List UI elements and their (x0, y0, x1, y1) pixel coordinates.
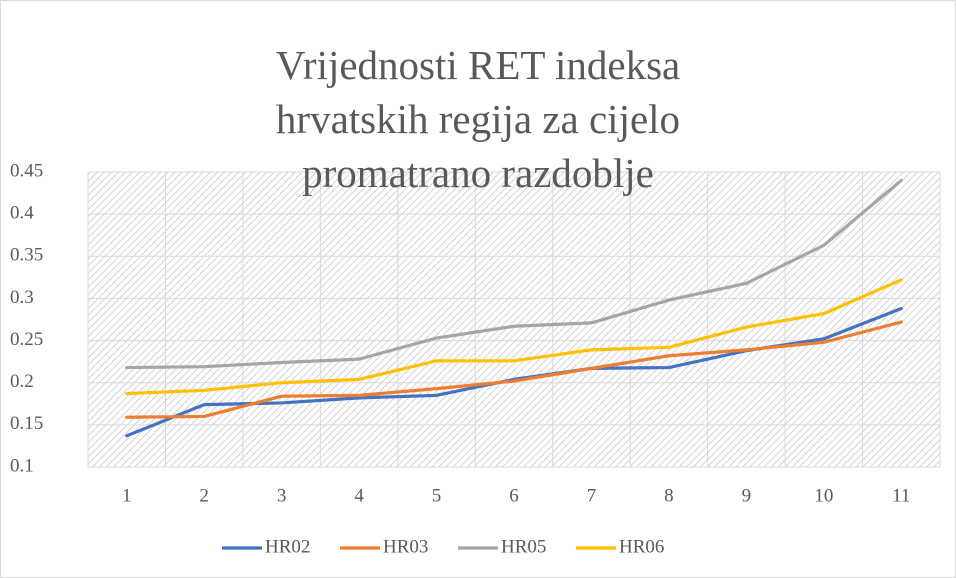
legend-label: HR06 (619, 536, 664, 557)
x-tick-label: 5 (432, 485, 442, 506)
y-tick-label: 0.4 (10, 203, 34, 224)
x-tick-label: 10 (814, 485, 833, 506)
legend-label: HR02 (265, 536, 310, 557)
x-tick-label: 8 (664, 485, 674, 506)
x-tick-label: 6 (509, 485, 519, 506)
x-tick-label: 9 (742, 485, 752, 506)
y-tick-label: 0.15 (10, 413, 43, 434)
chart-title: Vrijednosti RET indeksa hrvatskih regija… (275, 42, 681, 196)
y-tick-label: 0.35 (10, 245, 43, 266)
series-line (125, 278, 903, 396)
series-line (125, 178, 903, 370)
series-line (125, 320, 903, 419)
plot-area (88, 172, 940, 467)
x-tick-label: 3 (277, 485, 287, 506)
legend-label: HR05 (501, 536, 546, 557)
x-tick-label: 2 (199, 485, 209, 506)
x-tick-label: 11 (892, 485, 910, 506)
y-tick-label: 0.25 (10, 329, 43, 350)
x-tick-label: 1 (122, 485, 132, 506)
y-tick-label: 0.3 (10, 287, 34, 308)
y-tick-label: 0.45 (10, 160, 43, 181)
x-tick-label: 7 (587, 485, 597, 506)
y-tick-label: 0.1 (10, 455, 34, 476)
x-tick-label: 4 (354, 485, 364, 506)
y-tick-label: 0.2 (10, 371, 34, 392)
legend-label: HR03 (383, 536, 428, 557)
